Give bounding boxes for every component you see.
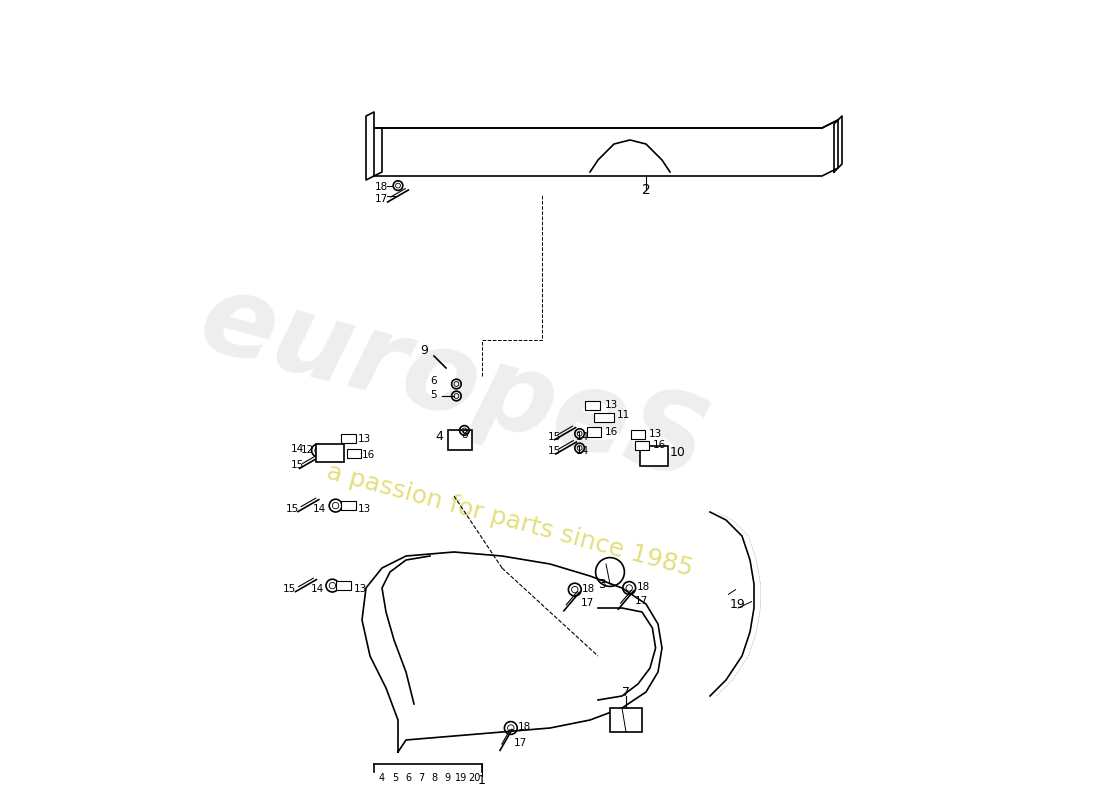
Bar <box>341 434 355 443</box>
Polygon shape <box>374 120 838 176</box>
Text: 9: 9 <box>420 344 428 357</box>
Text: 16: 16 <box>362 450 375 459</box>
Text: 1: 1 <box>478 774 486 786</box>
Text: 8: 8 <box>461 430 468 439</box>
Text: 14: 14 <box>311 584 324 594</box>
Text: 15: 15 <box>286 504 299 514</box>
Text: 17: 17 <box>581 598 594 608</box>
Text: 18: 18 <box>375 182 388 192</box>
FancyBboxPatch shape <box>449 430 472 450</box>
Text: 18: 18 <box>637 582 650 592</box>
FancyBboxPatch shape <box>317 444 343 462</box>
Text: 3: 3 <box>598 578 606 591</box>
Text: 5: 5 <box>430 390 437 400</box>
Text: 14: 14 <box>290 444 304 454</box>
Bar <box>585 401 600 410</box>
Text: 14: 14 <box>575 446 589 456</box>
Text: europeS: europeS <box>189 265 719 503</box>
Text: 14: 14 <box>575 432 589 442</box>
Text: 12: 12 <box>300 445 313 454</box>
Bar <box>346 449 361 458</box>
Text: 15: 15 <box>548 446 561 456</box>
Text: 19: 19 <box>454 774 467 783</box>
Bar <box>630 430 646 439</box>
Text: 6: 6 <box>430 376 437 386</box>
Text: 13: 13 <box>358 504 372 514</box>
Bar <box>610 708 642 732</box>
Text: 15: 15 <box>283 584 296 594</box>
Text: 13: 13 <box>354 584 367 594</box>
Text: 9: 9 <box>444 774 451 783</box>
Bar <box>594 413 614 422</box>
Bar <box>586 427 602 437</box>
Text: 7: 7 <box>418 774 425 783</box>
FancyBboxPatch shape <box>640 446 668 466</box>
Text: 6: 6 <box>405 774 411 783</box>
Text: 16: 16 <box>604 427 618 437</box>
Text: 15: 15 <box>548 432 561 442</box>
Text: 20: 20 <box>468 774 481 783</box>
Text: 19: 19 <box>730 598 746 611</box>
Text: 17: 17 <box>635 596 648 606</box>
Text: 18: 18 <box>518 722 531 733</box>
Text: 4: 4 <box>436 430 443 443</box>
Text: 4: 4 <box>378 774 385 783</box>
Text: 13: 13 <box>648 429 661 438</box>
Bar <box>341 501 355 510</box>
Text: 15: 15 <box>290 460 304 470</box>
Text: 13: 13 <box>604 400 618 410</box>
Bar <box>635 441 649 450</box>
Text: 17: 17 <box>375 194 388 204</box>
Text: 13: 13 <box>358 434 372 443</box>
Text: 11: 11 <box>617 410 630 419</box>
Text: a passion for parts since 1985: a passion for parts since 1985 <box>324 459 696 581</box>
Text: 8: 8 <box>431 774 438 783</box>
Text: 16: 16 <box>652 440 666 450</box>
Text: 18: 18 <box>582 584 595 594</box>
Text: 17: 17 <box>514 738 527 747</box>
Text: 14: 14 <box>312 504 326 514</box>
Text: 5: 5 <box>392 774 398 783</box>
Text: 2: 2 <box>641 182 650 197</box>
Text: 10: 10 <box>670 446 686 459</box>
Bar <box>337 581 351 590</box>
Text: 7: 7 <box>621 686 630 699</box>
